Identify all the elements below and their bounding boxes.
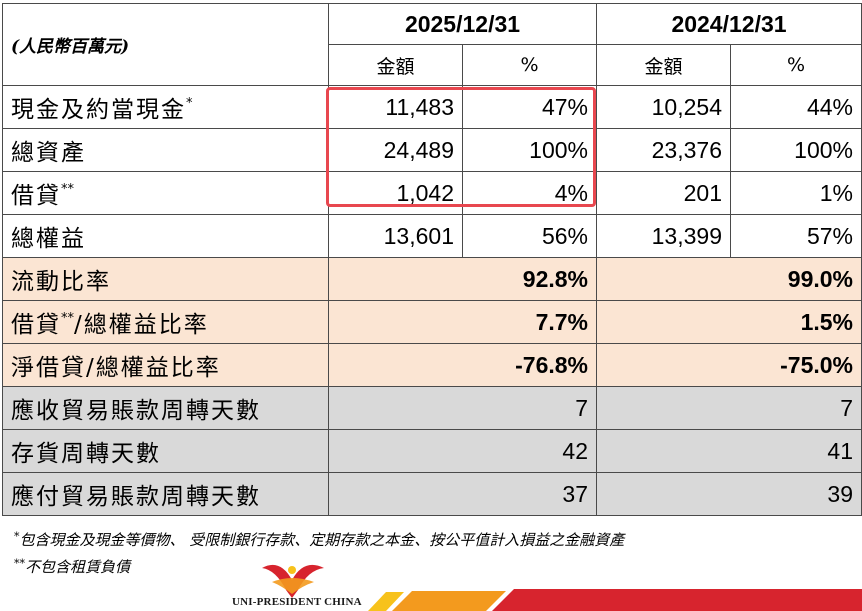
days-value-2025: 37 [328,472,597,516]
ratio-row: 流動比率 92.8% 99.0% [2,257,862,301]
turnover-row: 應付貿易賬款周轉天數 37 39 [2,472,862,516]
cell-percent-2024: 44% [730,85,862,129]
days-value-2025: 42 [328,429,597,473]
header-row-columns: 金額 % 金額 % [3,44,862,86]
table-row: 總資產 24,489 100% 23,376 100% [2,128,862,172]
cell-percent-2024: 57% [730,214,862,258]
ratio-value-2025: -76.8% [328,343,597,387]
brand-name: UNI-PRESIDENT CHINA [232,596,362,608]
year-2025-header: 2025/12/31 [328,3,597,45]
cell-amount-2025: 13,601 [328,214,463,258]
ratio-value-2025: 92.8% [328,257,597,301]
ratio-row: 淨借貸/總權益比率 -76.8% -75.0% [2,343,862,387]
cell-amount-2024: 23,376 [596,128,731,172]
amount-header-2025: 金額 [328,44,463,86]
turnover-row: 存貨周轉天數 42 41 [2,429,862,473]
days-value-2024: 7 [596,386,862,430]
ratio-value-2024: 99.0% [596,257,862,301]
ratio-value-2025: 7.7% [328,300,597,344]
row-label: 總資產 [2,128,329,172]
header-row-years: (人民幣百萬元) 2025/12/31 2024/12/31 [2,3,862,86]
row-label: 應收貿易賬款周轉天數 [2,386,329,430]
cell-percent-2025: 4% [462,171,597,215]
footnote-1: *包含現金及現金等價物、 受限制銀行存款、定期存款之本金、按公平值計入損益之金融… [14,530,625,549]
days-value-2024: 39 [596,472,862,516]
cell-amount-2025: 1,042 [328,171,463,215]
brand-stripes [368,589,862,611]
ratio-value-2024: 1.5% [596,300,862,344]
table-row: 借貸** 1,042 4% 201 1% [2,171,862,215]
percent-header-2024: % [730,44,862,86]
cell-percent-2024: 100% [730,128,862,172]
cell-amount-2024: 13,399 [596,214,731,258]
days-value-2024: 41 [596,429,862,473]
financial-table: (人民幣百萬元) 2025/12/31 2024/12/31 金額 % 金額 %… [2,3,862,516]
turnover-row: 應收貿易賬款周轉天數 7 7 [2,386,862,430]
row-label: 借貸**/總權益比率 [2,300,329,344]
footnotes: *包含現金及現金等價物、 受限制銀行存款、定期存款之本金、按公平值計入損益之金融… [14,525,624,579]
uni-president-logo-icon [262,564,324,598]
row-label: 淨借貸/總權益比率 [2,343,329,387]
year-2024-header: 2024/12/31 [596,3,862,45]
days-value-2025: 7 [328,386,597,430]
cell-amount-2025: 11,483 [328,85,463,129]
row-label: 現金及約當現金* [2,85,329,129]
percent-header-2025: % [462,44,597,86]
cell-percent-2025: 100% [462,128,597,172]
cell-amount-2025: 24,489 [328,128,463,172]
cell-percent-2024: 1% [730,171,862,215]
footnote-2: **不包含租賃負債 [14,557,131,576]
table-row: 總權益 13,601 56% 13,399 57% [2,214,862,258]
cell-amount-2024: 201 [596,171,731,215]
cell-percent-2025: 56% [462,214,597,258]
unit-label: (人民幣百萬元) [2,3,329,86]
row-label: 借貸** [2,171,329,215]
row-label: 流動比率 [2,257,329,301]
table-row: 現金及約當現金* 11,483 47% 10,254 44% [2,85,862,129]
row-label: 存貨周轉天數 [2,429,329,473]
cell-amount-2024: 10,254 [596,85,731,129]
ratio-row: 借貸**/總權益比率 7.7% 1.5% [2,300,862,344]
row-label: 應付貿易賬款周轉天數 [2,472,329,516]
cell-percent-2025: 47% [462,85,597,129]
amount-header-2024: 金額 [596,44,731,86]
ratio-value-2024: -75.0% [596,343,862,387]
row-label: 總權益 [2,214,329,258]
